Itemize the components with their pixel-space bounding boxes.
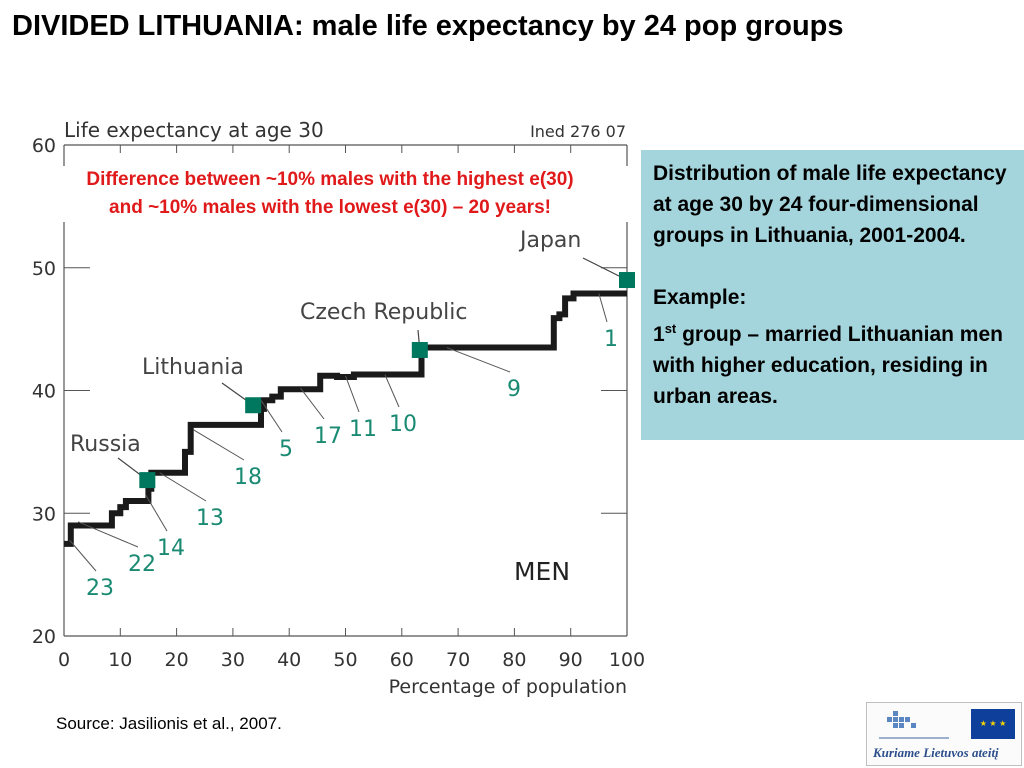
x-tick-label: 20 [165,649,189,671]
y-tick-label: 20 [32,626,56,648]
x-axis-label: Percentage of population [389,676,627,698]
country-marker [245,397,262,414]
chart-credit: Ined 276 07 [530,122,626,141]
axis-ticks: 0 10 20 30 40 50 60 70 80 90 100 20 30 40 50 60 [32,135,645,671]
country-marker [619,272,635,289]
difference-note-line-2: and ~10% males with the lowest e(30) – 2… [109,197,551,218]
group-label: 1 [604,327,618,352]
x-tick-label: 60 [390,649,414,671]
group-label: 10 [389,412,417,437]
country-marker [139,472,156,489]
panel-label: MEN [514,557,570,586]
x-tick-label: 70 [446,649,470,671]
group-label: 17 [314,424,342,449]
group-leader-line [384,374,400,408]
group-leader-line [159,472,207,502]
y-tick-label: 60 [32,135,56,157]
x-tick-label: 40 [277,649,301,671]
x-tick-label: 100 [609,649,645,671]
info-example-text: group – married Lithuanian men with high… [653,323,1003,408]
group-leader-line [598,293,608,323]
group-leader-line [145,494,168,532]
mosaic-logo-icon [887,711,917,733]
group-label: 23 [86,576,114,601]
info-example-prefix: 1 [653,323,665,346]
step-series [64,290,627,547]
annotations: Russia Lithuania Czech Republic Japan 23 2214… [69,228,635,601]
logo-slogan: Kuriame Lietuvos ateitį [873,745,999,760]
group-label: 14 [157,536,185,561]
x-tick-label: 90 [559,649,583,671]
eu-flag-icon: ★ ★ ★ [971,709,1015,739]
group-leader-line [345,375,360,413]
group-label: 11 [349,417,377,442]
x-tick-label: 50 [333,649,357,671]
country-marker [411,341,428,358]
difference-note-line-1: Difference between ~10% males with the h… [86,169,574,190]
country-label: Lithuania [142,355,244,380]
group-label: 13 [196,506,224,531]
difference-note: Difference between ~10% males with the h… [30,166,630,222]
group-label: 22 [128,552,156,577]
chart-title: Life expectancy at age 30 [64,118,324,142]
country-label: Czech Republic [300,300,468,325]
info-example-label: Example: [653,286,747,309]
info-description: Distribution of male life expectancy at … [653,162,1007,247]
y-tick-label: 50 [32,258,56,280]
slide-title: DIVIDED LITHUANIA: male life expectancy … [12,10,844,42]
y-tick-label: 40 [32,381,56,403]
info-example: 1st group – married Lithuanian men with … [653,313,1021,412]
group-label: 9 [507,377,521,402]
country-label: Russia [70,432,141,457]
group-leader-line [193,429,245,461]
x-tick-label: 30 [221,649,245,671]
group-leader-line [300,387,325,420]
group-label: 18 [234,465,262,490]
group-label: 5 [279,437,293,462]
x-tick-label: 10 [108,649,132,671]
country-label: Japan [518,228,581,253]
source-note: Source: Jasilionis et al., 2007. [56,714,282,733]
group-leader-line [77,521,139,548]
info-example-superscript: st [664,321,677,336]
group-leader-line [260,400,283,433]
info-box: Distribution of male life expectancy at … [641,150,1024,440]
y-tick-label: 30 [32,503,56,525]
group-leader-line [69,539,97,572]
project-logo: ★ ★ ★ Kuriame Lietuvos ateitį [866,702,1022,766]
x-tick-label: 80 [502,649,526,671]
group-leader-line [446,347,511,373]
x-tick-label: 0 [58,649,70,671]
life-expectancy-step-line [64,290,627,547]
